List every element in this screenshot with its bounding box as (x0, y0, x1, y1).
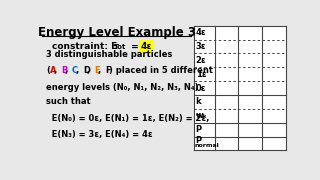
Text: ,: , (98, 66, 104, 75)
Text: ,: , (53, 66, 60, 75)
Text: Tot: Tot (113, 44, 126, 50)
Text: (: ( (46, 66, 50, 75)
Text: 3ε: 3ε (196, 42, 206, 51)
Bar (194, 26, 285, 150)
Text: B: B (61, 66, 67, 75)
Text: A: A (50, 66, 56, 75)
Text: P: P (196, 125, 202, 134)
Text: 4ε: 4ε (196, 28, 206, 37)
Text: E(N₀) = 0ε, E(N₁) = 1ε, E(N₂) = 2ε,: E(N₀) = 0ε, E(N₁) = 1ε, E(N₂) = 2ε, (46, 114, 210, 123)
Text: D: D (83, 66, 90, 75)
Text: normal: normal (195, 143, 219, 148)
Text: C: C (72, 66, 78, 75)
Text: 0ε: 0ε (196, 84, 206, 93)
Text: Energy Level Example 3: Energy Level Example 3 (38, 26, 196, 39)
Text: E(N₃) = 3ε, E(N₄) = 4ε: E(N₃) = 3ε, E(N₄) = 4ε (46, 130, 153, 139)
Text: ) placed in 5 different: ) placed in 5 different (108, 66, 212, 75)
Text: energy levels (N₀, N₁, N₂, N₃, N₄): energy levels (N₀, N₁, N₂, N₃, N₄) (46, 83, 199, 92)
Text: P: P (195, 136, 201, 145)
Text: =: = (128, 42, 141, 51)
Text: 1ε: 1ε (196, 70, 206, 79)
Text: E: E (94, 66, 100, 75)
Text: constraint: E: constraint: E (52, 42, 118, 51)
Text: 4ε: 4ε (140, 42, 152, 51)
Text: ,: , (87, 66, 93, 75)
Text: ,: , (76, 66, 82, 75)
Text: wₖ: wₖ (196, 111, 208, 120)
Text: ,: , (65, 66, 71, 75)
Text: such that: such that (46, 97, 91, 106)
Text: 2ε: 2ε (196, 56, 206, 65)
Text: 3 distinguishable particles: 3 distinguishable particles (46, 50, 172, 59)
Text: F: F (105, 66, 110, 75)
Text: k: k (196, 98, 201, 107)
